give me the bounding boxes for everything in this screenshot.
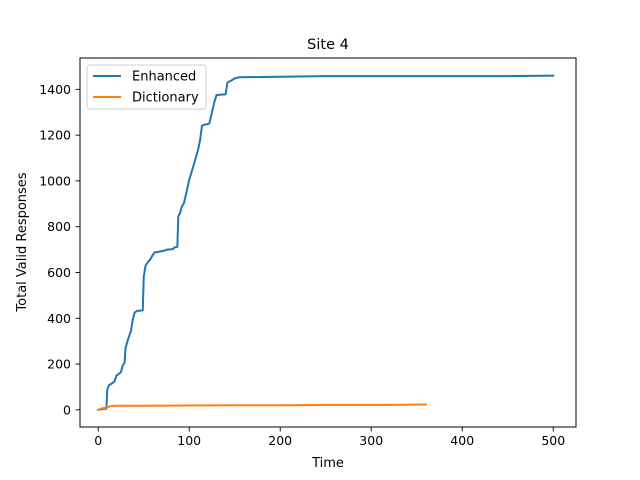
legend-label-dictionary: Dictionary xyxy=(132,91,199,106)
y-tick-label: 600 xyxy=(47,265,71,280)
series-line-dictionary xyxy=(96,403,427,412)
y-tick-label: 400 xyxy=(47,311,71,326)
series-line-enhanced xyxy=(97,74,555,411)
y-tick-label: 200 xyxy=(47,357,71,372)
chart-title: Site 4 xyxy=(307,37,349,53)
y-tick-label: 1000 xyxy=(39,173,71,188)
x-axis-ticks: 0 100 200 300 400 500 xyxy=(94,427,565,448)
x-tick-label: 200 xyxy=(268,433,292,448)
legend: Enhanced Dictionary xyxy=(86,64,207,110)
y-tick-label: 1400 xyxy=(39,82,71,97)
y-tick-label: 800 xyxy=(47,219,71,234)
x-axis-label: Time xyxy=(311,456,344,471)
y-tick-label: 1200 xyxy=(39,128,71,143)
x-tick-label: 500 xyxy=(541,433,565,448)
x-tick-label: 100 xyxy=(177,433,201,448)
y-axis-label: Total Valid Responses xyxy=(15,172,30,312)
legend-label-enhanced: Enhanced xyxy=(132,70,196,85)
y-axis-ticks: 0 200 400 600 800 1000 1200 1400 xyxy=(39,82,80,417)
series-layer xyxy=(96,74,555,412)
plot-frame xyxy=(79,57,577,428)
x-tick-label: 400 xyxy=(450,433,474,448)
x-tick-label: 300 xyxy=(359,433,383,448)
x-tick-label: 0 xyxy=(94,433,102,448)
y-tick-label: 0 xyxy=(63,402,71,417)
